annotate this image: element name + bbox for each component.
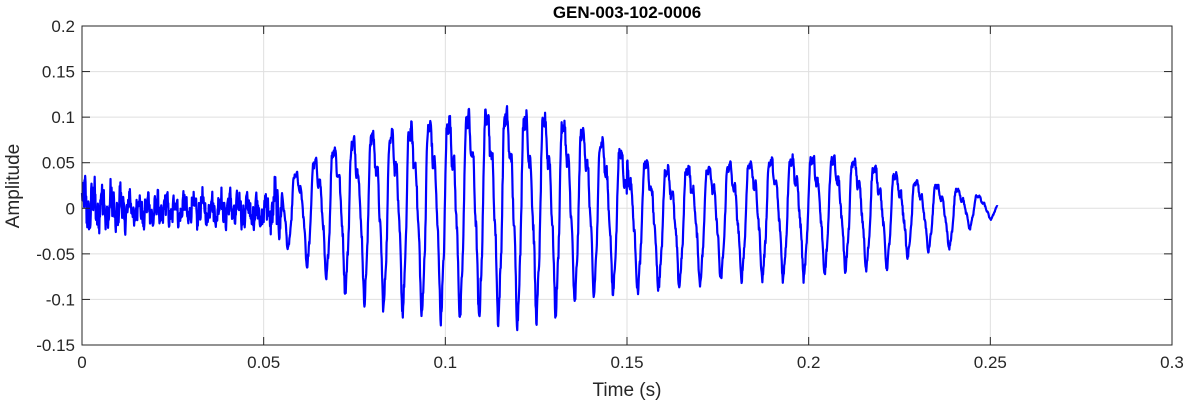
x-tick-label: 0.1: [434, 353, 458, 372]
x-tick-label: 0.3: [1160, 353, 1184, 372]
axis-ticks: 0 0.05 0.1 0.15 0.2 0.25 0.3 -0.15 -0.1 -0.05 0 0.0…: [36, 17, 1184, 372]
y-tick-label: -0.1: [46, 290, 75, 309]
y-tick-label: 0.15: [42, 63, 75, 82]
amplitude-series-line: [80, 105, 999, 332]
series-layer: [80, 105, 999, 332]
chart-title: GEN-003-102-0006: [553, 3, 701, 22]
y-tick-label: -0.15: [36, 336, 75, 355]
x-tick-label: 0.05: [247, 353, 280, 372]
y-tick-label: 0.1: [51, 108, 75, 127]
y-tick-label: 0: [66, 199, 75, 218]
x-tick-label: 0.2: [797, 353, 821, 372]
y-tick-label: 0.2: [51, 17, 75, 36]
y-axis-label: Amplitude: [3, 144, 24, 229]
y-tick-label: -0.05: [36, 245, 75, 264]
y-tick-label: 0.05: [42, 154, 75, 173]
x-tick-label: 0.15: [610, 353, 643, 372]
x-tick-label: 0: [77, 353, 86, 372]
x-axis-label: Time (s): [593, 380, 662, 401]
x-tick-label: 0.25: [974, 353, 1007, 372]
